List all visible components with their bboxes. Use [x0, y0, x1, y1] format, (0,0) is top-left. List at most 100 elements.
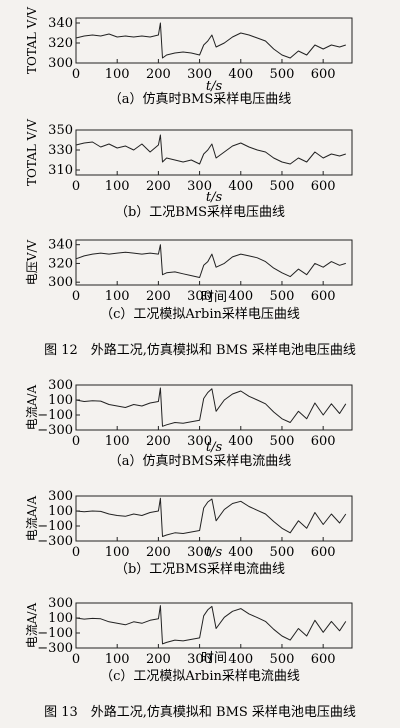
x-axis-label: t/s: [206, 190, 223, 205]
plot-frame: [75, 602, 353, 649]
y-tick-label: 310: [48, 163, 73, 178]
plot-frame: [75, 17, 353, 64]
x-tick-label: 300: [187, 545, 212, 560]
x-tick-label: 400: [228, 434, 253, 449]
x-tick-label: 200: [146, 434, 171, 449]
x-tick-label: 0: [72, 652, 80, 667]
x-tick-label: 400: [228, 289, 253, 304]
chart-caption: （a）仿真时BMS采样电压曲线: [109, 92, 292, 107]
x-tick-label: 500: [270, 545, 295, 560]
x-tick-label: 100: [105, 179, 130, 194]
series-line-1: [75, 387, 347, 427]
plot-frame: [75, 129, 353, 176]
y-tick-label: 100: [48, 393, 73, 408]
chart-caption: （c）工况模拟Arbin采样电压曲线: [100, 307, 300, 322]
x-tick-label: 300: [187, 289, 212, 304]
x-tick-label: 500: [270, 179, 295, 194]
y-tick-label: 340: [48, 16, 73, 31]
y-tick-label: −100: [37, 519, 73, 534]
chart-caption: （a）仿真时BMS采样电流曲线: [109, 454, 292, 469]
y-tick-label: 320: [48, 36, 73, 51]
x-tick-label: 600: [311, 179, 336, 194]
x-tick-label: 0: [72, 545, 80, 560]
y-axis-label: TOTAL V/V: [25, 7, 39, 74]
x-tick-label: 300: [187, 652, 212, 667]
x-tick-label: 200: [146, 67, 171, 82]
y-axis-label: 电流A/A: [25, 384, 39, 430]
y-tick-label: −100: [37, 626, 73, 641]
y-tick-label: 300: [48, 56, 73, 71]
x-tick-label: 100: [105, 434, 130, 449]
x-tick-label: 0: [72, 434, 80, 449]
x-tick-label: 600: [311, 545, 336, 560]
x-tick-label: 0: [72, 67, 80, 82]
chart-caption: （c）工况模拟Arbin采样电流曲线: [100, 669, 300, 684]
chart-panel-2: 310 330 350 0 100 200 300 400 500 600 TOTAL V/V t/s…: [25, 119, 353, 220]
x-tick-label: 500: [270, 289, 295, 304]
series-line-1: [75, 134, 346, 165]
x-tick-label: 100: [105, 652, 130, 667]
chart-panel-1: 300 320 340 0 100 200 300 400 500 600 TOTAL V/V t/s…: [25, 7, 353, 107]
x-axis-label: t/s: [206, 440, 223, 455]
y-tick-label: 350: [48, 123, 73, 138]
y-axis-label: 电流A/A: [25, 602, 39, 648]
y-axis-label: 电压V/V: [25, 239, 39, 285]
x-axis-label: t/s: [206, 545, 223, 560]
series-line-1: [75, 605, 347, 645]
figure-12-caption: 图 12 外路工况,仿真模拟和 BMS 采样电池电压曲线: [44, 342, 356, 358]
y-tick-label: 100: [48, 611, 73, 626]
x-tick-label: 0: [72, 179, 80, 194]
y-tick-label: 300: [48, 489, 73, 504]
chart-caption: （b）工况BMS采样电压曲线: [115, 205, 285, 220]
x-tick-label: 100: [105, 545, 130, 560]
series-line-1: [75, 244, 346, 278]
chart-caption: （b）工况BMS采样电流曲线: [115, 562, 285, 577]
x-axis-label: 时间: [201, 651, 227, 666]
y-tick-label: −300: [37, 423, 73, 438]
y-tick-label: 300: [48, 275, 73, 290]
y-tick-label: 330: [48, 143, 73, 158]
y-tick-label: −300: [37, 534, 73, 549]
x-tick-label: 200: [146, 652, 171, 667]
y-tick-label: 300: [48, 596, 73, 611]
plot-frame: [75, 384, 353, 431]
x-tick-label: 500: [270, 67, 295, 82]
series-line-1: [75, 22, 346, 59]
y-axis-label: 电流A/A: [25, 495, 39, 541]
x-tick-label: 100: [105, 67, 130, 82]
x-tick-label: 200: [146, 545, 171, 560]
x-tick-label: 300: [187, 67, 212, 82]
x-tick-label: 0: [72, 289, 80, 304]
plot-frame: [75, 239, 353, 286]
y-tick-label: 100: [48, 504, 73, 519]
x-tick-label: 400: [228, 545, 253, 560]
x-tick-label: 600: [311, 434, 336, 449]
x-tick-label: 200: [146, 289, 171, 304]
x-axis-label: t/s: [206, 79, 223, 94]
x-tick-label: 100: [105, 289, 130, 304]
y-tick-label: −100: [37, 408, 73, 423]
x-axis-label: 时间: [201, 290, 227, 305]
y-axis-label: TOTAL V/V: [25, 119, 39, 186]
x-tick-label: 600: [311, 289, 336, 304]
x-tick-label: 300: [187, 434, 212, 449]
x-tick-label: 600: [311, 67, 336, 82]
figure-13-caption: 图 13 外路工况,仿真模拟和 BMS 采样电池电压曲线: [44, 704, 356, 720]
series-line-1: [75, 497, 347, 537]
x-tick-label: 200: [146, 179, 171, 194]
y-tick-label: −300: [37, 641, 73, 656]
plot-frame: [75, 495, 353, 542]
x-tick-label: 500: [270, 652, 295, 667]
x-tick-label: 500: [270, 434, 295, 449]
x-tick-label: 400: [228, 179, 253, 194]
chart-panel-3: 300 320 340 0 100 200 300 400 500 600 电压V/V 时间 （c）工况…: [25, 238, 353, 322]
x-tick-label: 400: [228, 652, 253, 667]
x-tick-label: 600: [311, 652, 336, 667]
y-tick-label: 300: [48, 378, 73, 393]
x-tick-label: 400: [228, 67, 253, 82]
y-tick-label: 320: [48, 256, 73, 271]
